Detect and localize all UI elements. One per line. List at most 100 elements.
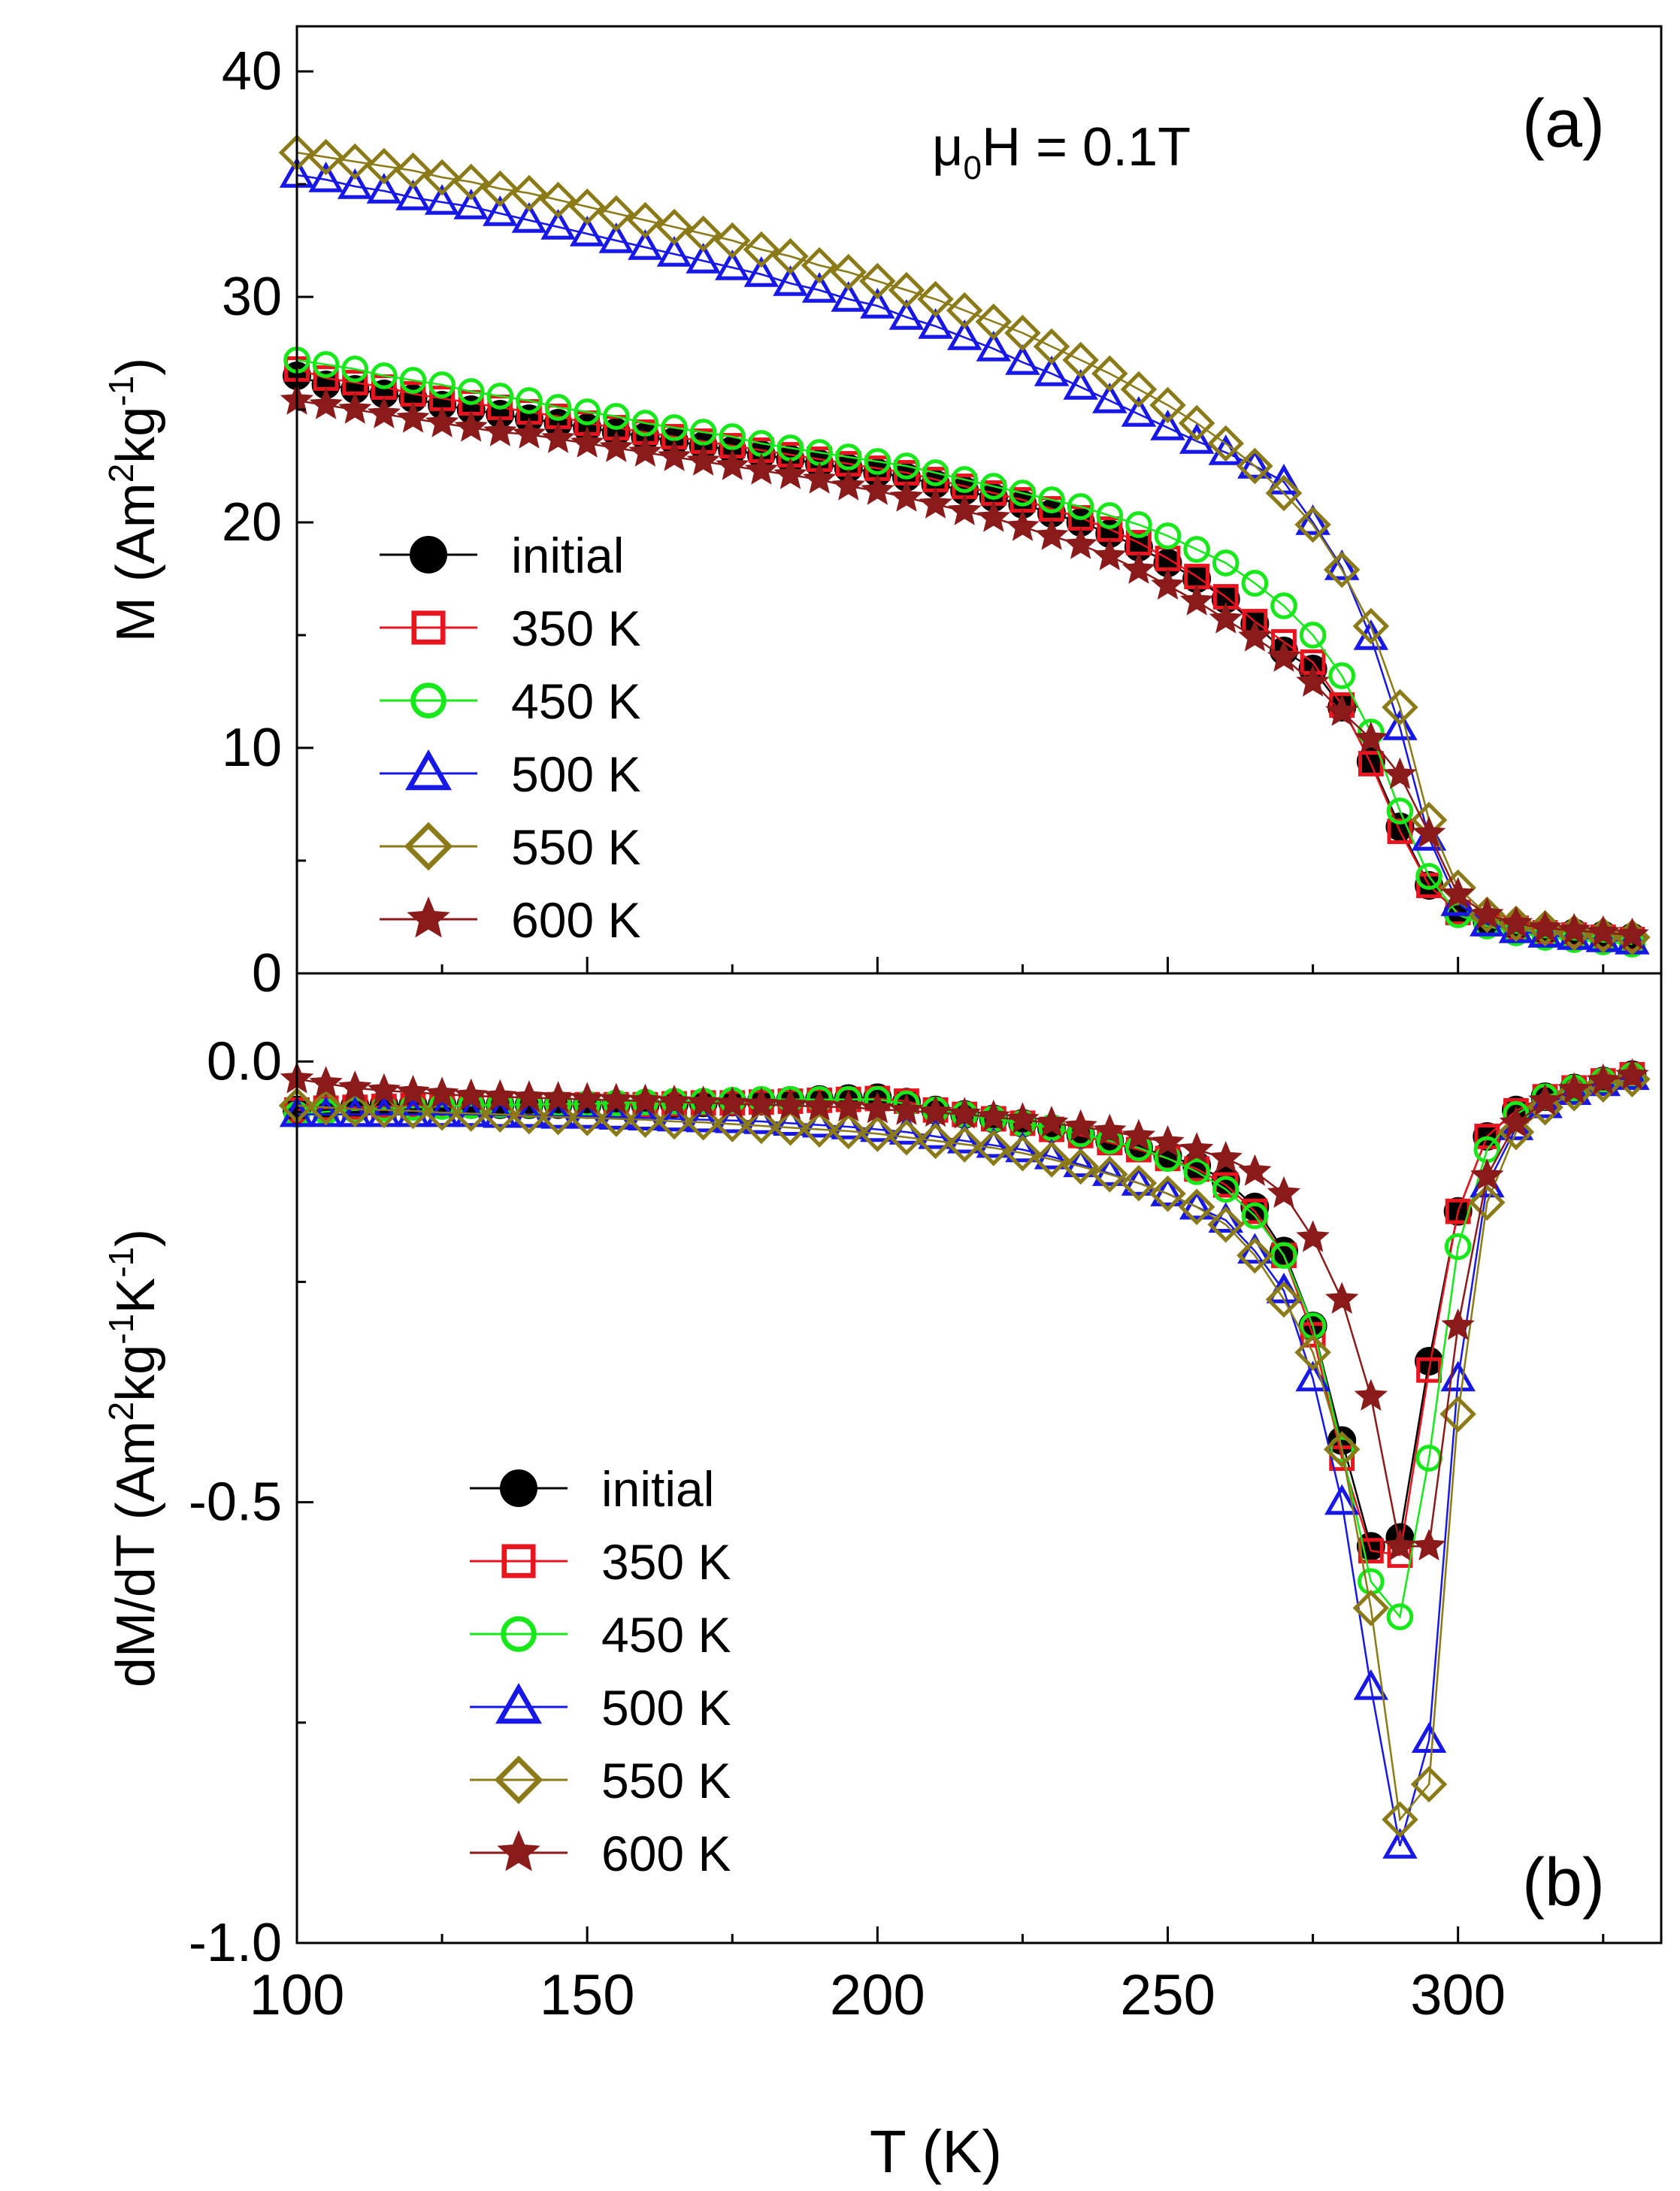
data-point: [511, 1097, 547, 1128]
legend-marker: [405, 749, 452, 791]
data-point: [951, 466, 979, 493]
data-point: [1093, 538, 1127, 570]
data-point: [1383, 1528, 1417, 1561]
data-point: [801, 272, 837, 303]
data-point: [1209, 1140, 1243, 1173]
data-point: [1120, 1164, 1158, 1202]
data-point: [719, 423, 746, 450]
data-point: [1151, 567, 1185, 600]
data-point: [1005, 1131, 1040, 1163]
data-point: [773, 1088, 807, 1120]
data-point: [483, 1079, 517, 1112]
data-point: [425, 1076, 459, 1109]
data-point: [1296, 664, 1330, 697]
data-point: [1323, 1431, 1361, 1468]
panel-b-legend: initial 350 K 450 K 500 K 550 K 600 K: [470, 1461, 731, 1881]
data-point: [1410, 1766, 1448, 1803]
data-point: [1441, 876, 1475, 909]
data-point: [1149, 1175, 1186, 1212]
panel-a-label: (a): [1522, 86, 1605, 162]
data-point: [1038, 486, 1065, 513]
data-point: [396, 1074, 430, 1107]
legend-label: 500 K: [511, 746, 640, 802]
legend-label: initial: [601, 1461, 714, 1517]
data-point: [631, 410, 659, 437]
data-point: [1557, 912, 1591, 945]
data-point: [716, 1086, 749, 1118]
data-point: [1121, 396, 1157, 427]
field-annotation-rest: H = 0.1T: [982, 117, 1191, 177]
data-point: [1267, 640, 1301, 672]
data-point: [512, 1080, 546, 1112]
data-point: [1416, 1357, 1442, 1383]
data-point: [830, 1112, 867, 1150]
panel-a-y-axis-label: M (Am2kg-1): [101, 358, 166, 643]
data-point: [1125, 511, 1152, 538]
data-point: [482, 170, 519, 207]
data-point: [976, 1099, 1010, 1131]
data-point: [1241, 1202, 1269, 1230]
data-point: [425, 405, 459, 437]
data-point: [1382, 1801, 1418, 1838]
y-tick-label: 10: [222, 718, 282, 778]
data-point: [1034, 1106, 1069, 1138]
data-point: [336, 1091, 374, 1127]
data-point: [598, 1099, 634, 1130]
data-point: [1093, 1113, 1127, 1145]
data-point: [1354, 721, 1388, 753]
data-point: [1209, 601, 1243, 634]
data-point: [574, 398, 601, 425]
data-point: [483, 414, 517, 446]
data-point: [979, 473, 1007, 500]
data-point: [1034, 518, 1069, 550]
data-point: [1352, 607, 1390, 645]
data-point: [861, 473, 894, 505]
data-point: [423, 1094, 461, 1131]
data-point: [1009, 480, 1037, 507]
data-point: [1183, 1158, 1210, 1185]
panel-b-label: (b): [1522, 1845, 1605, 1920]
legend-item: 600 K: [380, 892, 640, 948]
legend-label: 550 K: [511, 819, 640, 875]
data-point: [975, 1129, 1013, 1167]
data-point: [1295, 504, 1330, 535]
data-point: [307, 138, 344, 176]
data-point: [1615, 1058, 1649, 1090]
y-tick-label: 20: [222, 492, 282, 552]
data-point: [922, 459, 949, 486]
legend-item: 550 K: [470, 1753, 731, 1808]
data-point: [453, 189, 489, 219]
data-point: [1183, 536, 1210, 563]
data-point: [1212, 549, 1240, 576]
data-point: [1411, 1722, 1447, 1753]
data-point: [453, 1095, 489, 1132]
data-point: [976, 331, 1012, 362]
data-point: [686, 1085, 720, 1118]
data-point: [1528, 1083, 1562, 1115]
data-point: [628, 1083, 662, 1115]
data-point: [1557, 1072, 1591, 1104]
legend-marker: [495, 1683, 542, 1724]
data-point: [1353, 1669, 1389, 1700]
data-point: [1325, 694, 1359, 726]
data-point: [1062, 341, 1099, 379]
data-point: [946, 319, 982, 350]
field-annotation-mu: μ: [932, 117, 963, 177]
data-point: [689, 419, 717, 446]
data-point: [889, 480, 924, 512]
panel-b: 0.0 -0.5 -1.0 (b) dM/dT (Am2kg-1K-1) initi…: [101, 972, 1663, 1973]
data-point: [1267, 1176, 1301, 1209]
data-point: [976, 500, 1010, 532]
legend-item: 450 K: [380, 673, 640, 729]
data-point: [1122, 552, 1156, 584]
panel-b-frame: [295, 972, 1663, 1944]
data-point: [309, 387, 343, 419]
legend-label: 600 K: [601, 1826, 731, 1881]
panel-a-x-ticks: [295, 957, 1605, 973]
data-point: [657, 1084, 692, 1117]
x-tick-label: 250: [1120, 1963, 1215, 2027]
data-point: [859, 1115, 896, 1152]
data-point: [571, 1082, 604, 1114]
data-point: [1151, 1124, 1185, 1158]
